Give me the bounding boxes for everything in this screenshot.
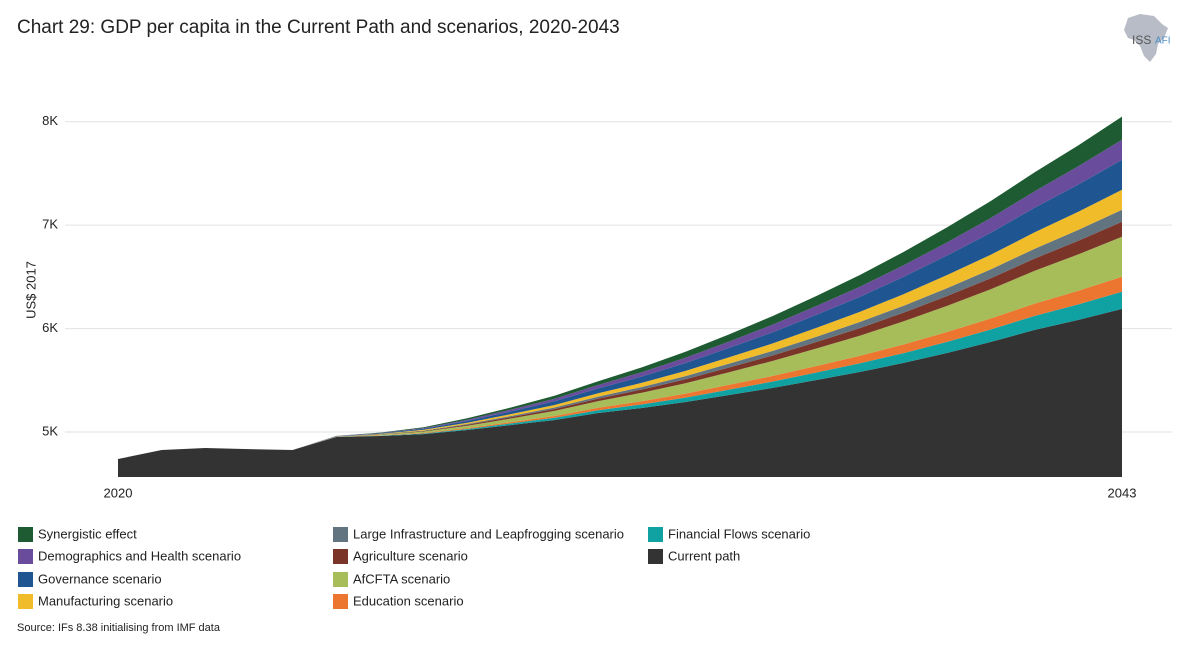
legend-label: Manufacturing scenario	[38, 593, 173, 608]
logo-text: ISS	[1132, 33, 1151, 47]
legend-label: Current path	[668, 548, 740, 563]
legend-label: Demographics and Health scenario	[38, 548, 241, 563]
area	[118, 308, 1122, 477]
legend-swatch	[648, 527, 663, 542]
legend-swatch	[333, 549, 348, 564]
legend-swatch	[18, 594, 33, 609]
y-tick-label: 5K	[42, 423, 58, 438]
y-tick-label: 8K	[42, 113, 58, 128]
logo: ISS AFI	[1124, 14, 1171, 62]
legend-swatch	[333, 527, 348, 542]
y-tick-label: 6K	[42, 320, 58, 335]
legend-swatch	[18, 527, 33, 542]
x-tick-label: 2043	[1108, 485, 1137, 500]
logo-map	[1124, 14, 1168, 62]
legend-label: AfCFTA scenario	[353, 571, 450, 586]
y-tick-label: 7K	[42, 217, 58, 232]
logo-text: AFI	[1155, 36, 1171, 47]
legend-swatch	[648, 549, 663, 564]
chart-title: Chart 29: GDP per capita in the Current …	[17, 17, 620, 38]
legend-label: Agriculture scenario	[353, 548, 468, 563]
legend-label: Education scenario	[353, 593, 464, 608]
legend-swatch	[18, 572, 33, 587]
legend-swatch	[333, 594, 348, 609]
legend-swatch	[18, 549, 33, 564]
legend-label: Governance scenario	[38, 571, 162, 586]
y-axis-label: US$ 2017	[23, 261, 38, 319]
source: Source: IFs 8.38 initialising from IMF d…	[17, 622, 221, 634]
legend-label: Synergistic effect	[38, 526, 137, 541]
legend-label: Large Infrastructure and Leapfrogging sc…	[353, 526, 624, 541]
x-tick-label: 2020	[104, 485, 133, 500]
legend-label: Financial Flows scenario	[668, 526, 810, 541]
legend-swatch	[333, 572, 348, 587]
